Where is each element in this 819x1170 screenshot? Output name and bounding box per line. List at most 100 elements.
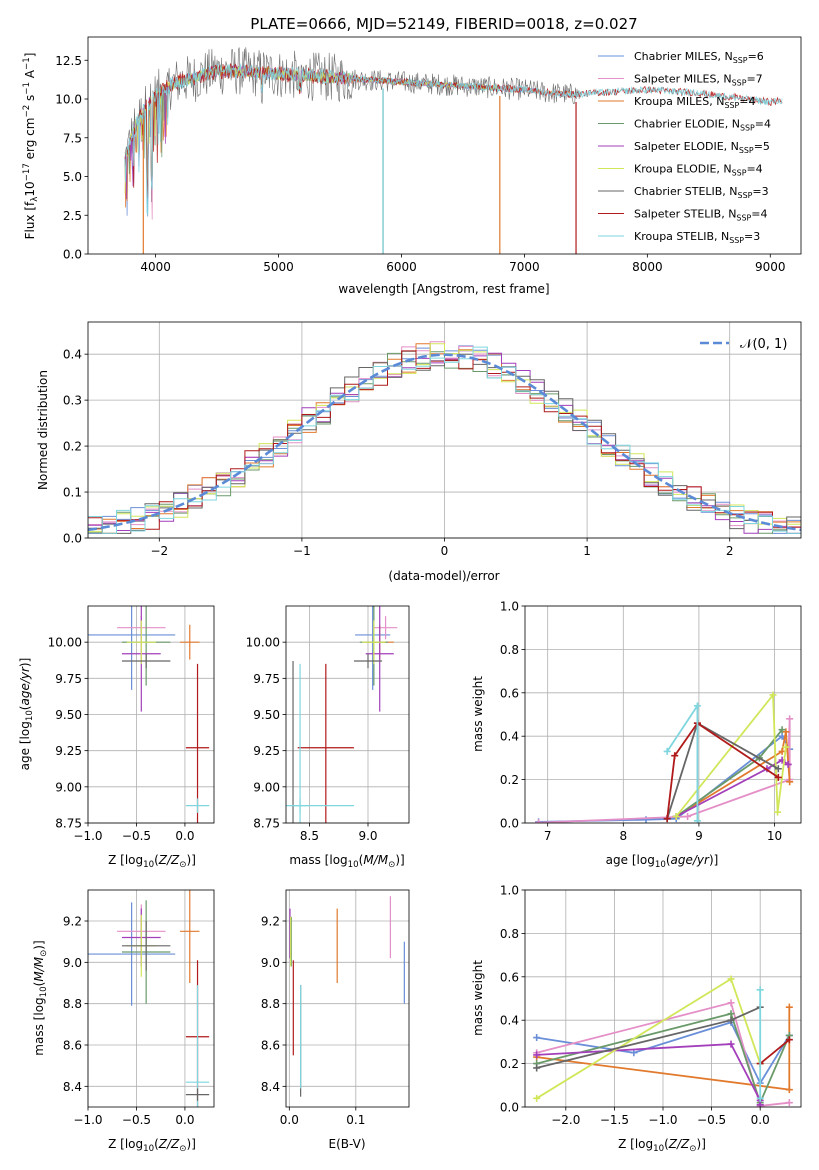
- label-part: A: [23, 69, 37, 82]
- y-tick-label: 9.0: [63, 956, 82, 970]
- spectrum-ylabel: Flux [fλ10−17 erg cm−2 s−1 A−1]: [22, 53, 40, 240]
- y-tick-label: 2.5: [63, 209, 82, 223]
- axes-border: [87, 889, 215, 1108]
- x-tick-label: 0.0: [280, 1113, 299, 1127]
- label-part: Salpeter ELODIE, N: [634, 140, 739, 153]
- axes-frame: −2.0 −1.5 −1.0 −0.5 0.0 0.0 0.2 0.4 0.6 0.8 1.0 Z […: [471, 884, 802, 1154]
- weight-marker: [535, 819, 543, 823]
- y-tick-label: 10.00: [246, 636, 280, 650]
- weight-marker: [756, 1094, 764, 1102]
- y-tick-label: 0.8: [500, 643, 519, 657]
- plot-area: [286, 606, 398, 823]
- weight-marker: [785, 1086, 793, 1094]
- weight-marker: [663, 815, 671, 823]
- label-part: (: [32, 982, 46, 987]
- error-point: [373, 616, 398, 640]
- axes-border: [285, 889, 410, 1108]
- weight-z-xlabel: Z [log10(Z/Z⊙)]: [618, 1137, 706, 1154]
- x-tick-label: 1: [583, 544, 591, 558]
- label-part: Chabrier ELODIE, N: [634, 118, 740, 131]
- x-tick-label: −0.5: [697, 1113, 726, 1127]
- weight-marker: [786, 715, 794, 723]
- x-tick-label: 9000: [755, 260, 786, 274]
- x-tick-label: 10: [767, 829, 782, 843]
- label-part: ⊙: [388, 860, 395, 870]
- error-point: [180, 624, 200, 660]
- error-point: [362, 620, 386, 664]
- y-tick-label: 9.2: [63, 915, 82, 929]
- error-point: [121, 921, 171, 971]
- weight-marker: [533, 1064, 541, 1072]
- y-tick-label: 9.75: [55, 672, 82, 686]
- weight-ylabel: mass weight: [471, 676, 485, 752]
- y-tick-label: 0.2: [500, 1057, 519, 1071]
- spectrum-legend: Chabrier MILES, NSSP=6 Salpeter MILES, NS…: [598, 50, 771, 245]
- weight-marker: [727, 999, 735, 1007]
- y-tick-label: 1.0: [500, 600, 519, 614]
- y-tick-label: 5.0: [63, 170, 82, 184]
- weight-marker: [672, 812, 680, 820]
- label-part: Z/Z: [668, 1137, 690, 1151]
- legend-entry: Kroupa STELIB, NSSP=3: [634, 230, 760, 245]
- x-tick-label: −1.0: [73, 829, 102, 843]
- axes-border: [524, 605, 802, 824]
- legend-entry: Chabrier MILES, NSSP=6: [634, 50, 764, 65]
- label-part: age [log: [18, 721, 32, 770]
- weight-marker: [671, 752, 679, 760]
- x-tick-label: 8: [619, 829, 627, 843]
- age-vs-z-panel: −1.0 −0.5 0.0 8.75 9.00 9.25 9.50 9.75 10.00 Z [l…: [18, 605, 215, 870]
- weight-marker: [630, 1049, 638, 1057]
- legend-entry: Chabrier STELIB, NSSP=3: [634, 185, 769, 200]
- label-part: )]: [697, 1137, 706, 1151]
- axes-frame: −2 −1 0 1 2 0.0 0.1 0.2 0.3 0.4 𝒩(0, 1) (data-model…: [36, 321, 802, 583]
- y-tick-label: 9.2: [261, 915, 280, 929]
- x-tick-label: 9: [695, 829, 703, 843]
- y-tick-label: 8.6: [63, 1039, 82, 1053]
- label-part: =4: [751, 208, 767, 221]
- weight-marker: [727, 1040, 735, 1048]
- x-tick-label: 7000: [509, 260, 540, 274]
- x-tick-label: 6000: [386, 260, 417, 274]
- weight-marker: [693, 702, 701, 710]
- weight-marker: [769, 691, 777, 699]
- x-tick-label: −1.5: [600, 1113, 629, 1127]
- x-tick-label: 8000: [632, 260, 663, 274]
- ebv-xlabel: E(B-V): [328, 1137, 365, 1151]
- weight-marker: [684, 812, 692, 820]
- label-part: )]: [395, 853, 404, 867]
- label-part: =4: [755, 118, 771, 131]
- label-part: =5: [754, 140, 770, 153]
- label-part: (: [18, 705, 32, 710]
- label-part: ⊙: [179, 860, 186, 870]
- y-tick-label: 0.4: [63, 348, 82, 362]
- label-part: =3: [752, 185, 768, 198]
- y-tick-label: 8.75: [55, 817, 82, 831]
- x-tick-label: 0.0: [175, 829, 194, 843]
- label-part: 10: [653, 1144, 664, 1154]
- weight-marker: [727, 975, 735, 983]
- error-point: [365, 606, 394, 712]
- weight-marker: [786, 778, 794, 786]
- spectrum-line-chabrier-stelib: [124, 47, 580, 207]
- legend-entry: Salpeter MILES, NSSP=7: [634, 73, 763, 88]
- x-tick-label: −1.0: [73, 1113, 102, 1127]
- weight-marker: [756, 1101, 764, 1107]
- label-part: 10: [348, 860, 359, 870]
- weight-line-kroupa-elodie: [675, 692, 787, 818]
- x-tick-label: 9.0: [358, 829, 377, 843]
- grid: [87, 890, 214, 1107]
- weight-line-kroupa-elodie: [536, 977, 762, 1100]
- weight-marker: [756, 986, 764, 994]
- weight-marker: [785, 1003, 793, 1011]
- error-point: [126, 620, 156, 664]
- weight-marker: [785, 1099, 793, 1107]
- legend-entry: Chabrier ELODIE, NSSP=4: [634, 118, 771, 133]
- y-tick-label: 0.8: [500, 927, 519, 941]
- label-part: −1: [22, 57, 32, 70]
- weight-age-xlabel: age [log10(age/yr)]: [606, 853, 719, 870]
- label-part: (: [154, 853, 159, 867]
- label-part: SSP: [733, 56, 748, 65]
- x-tick-label: 2: [726, 544, 734, 558]
- label-part: (: [154, 1137, 159, 1151]
- x-tick-label: −2.0: [551, 1113, 580, 1127]
